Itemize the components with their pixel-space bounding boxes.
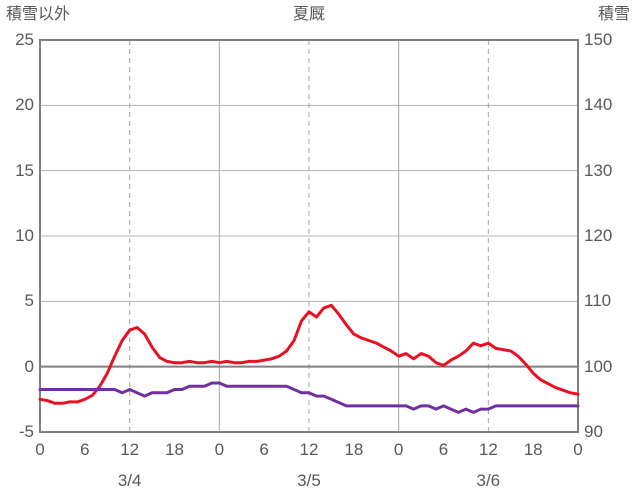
- x-axis-tick: 18: [523, 440, 543, 459]
- left-axis-tick: 20: [15, 95, 34, 115]
- right-axis-title: 積雪: [597, 6, 630, 23]
- series-line-left: [38, 303, 580, 405]
- x-axis-tick: 0: [214, 440, 225, 459]
- x-axis-tick: 0: [35, 440, 45, 459]
- x-axis-tick: 0: [393, 440, 404, 459]
- right-axis-tick: 120: [584, 226, 613, 245]
- left-axis-tick: 5: [24, 291, 34, 311]
- x-axis-tick: 12: [120, 440, 140, 459]
- left-axis-tick: 25: [15, 30, 34, 49]
- x-axis-tick: 6: [438, 440, 449, 459]
- right-axis-tick: 140: [584, 95, 613, 115]
- x-axis-date: 3/4: [117, 471, 142, 490]
- left-axis-tick: 10: [15, 226, 34, 245]
- left-axis-tick: 15: [15, 160, 34, 180]
- x-axis-tick: 12: [299, 440, 319, 459]
- x-axis-tick: 6: [259, 440, 269, 459]
- chart-title: 夏厩: [292, 6, 325, 23]
- right-axis-tick: 100: [584, 356, 613, 376]
- x-axis-date: 3/5: [297, 471, 321, 490]
- x-axis-tick: 0: [573, 440, 583, 459]
- left-axis-tick: -5: [18, 422, 34, 441]
- left-axis-title: 積雪以外: [6, 6, 71, 23]
- right-axis-tick: 150: [584, 30, 613, 49]
- x-axis-tick: 18: [165, 440, 184, 459]
- series-line-right: [38, 381, 580, 414]
- x-axis-tick: 18: [344, 440, 364, 459]
- x-axis-tick: 12: [478, 440, 498, 459]
- right-axis-tick: 130: [584, 160, 613, 180]
- left-axis-tick: 0: [24, 356, 34, 376]
- x-axis-tick: 6: [80, 440, 90, 459]
- right-axis-tick: 110: [584, 291, 612, 311]
- x-axis-date: 3/6: [476, 471, 501, 490]
- right-axis-tick: 90: [584, 422, 603, 441]
- plot-border: [39, 39, 579, 433]
